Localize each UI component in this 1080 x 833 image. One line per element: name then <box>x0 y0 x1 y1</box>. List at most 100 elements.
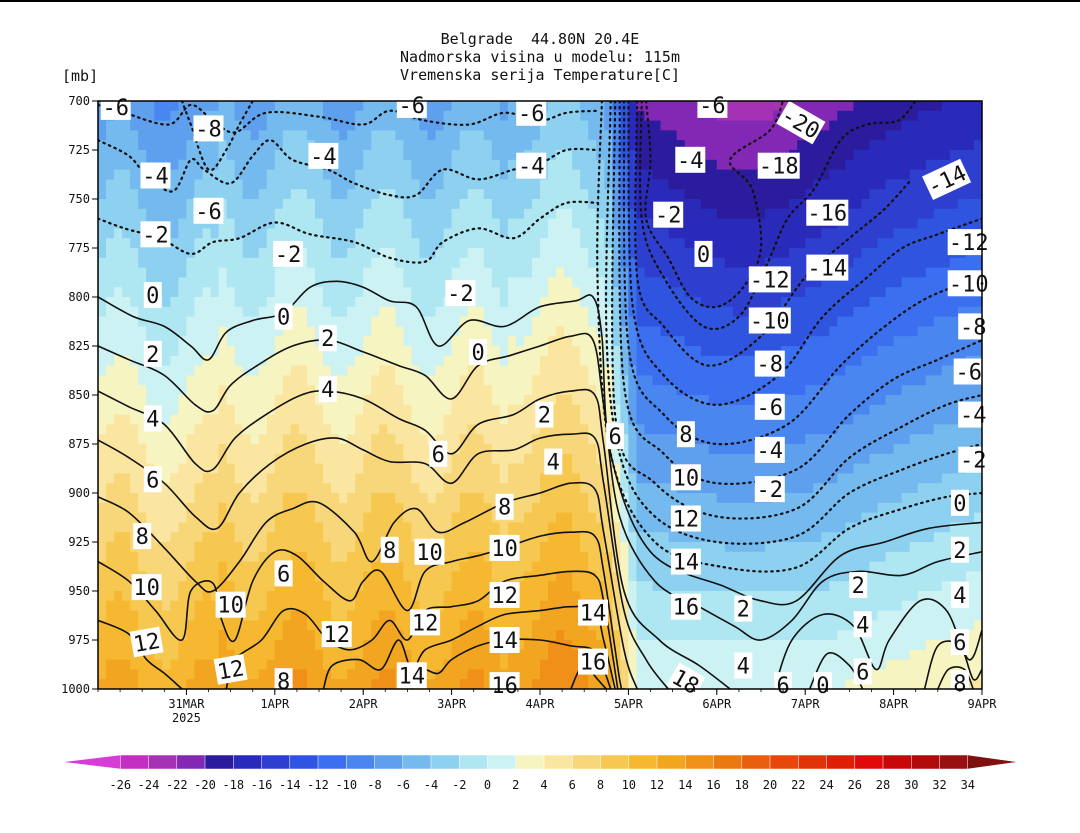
temperature-cell <box>106 150 115 161</box>
temperature-cell <box>427 404 437 416</box>
temperature-cell <box>676 630 686 641</box>
temperature-cell <box>708 130 718 141</box>
temperature-cell <box>387 306 396 318</box>
temperature-cell <box>274 346 284 357</box>
temperature-cell <box>323 659 332 670</box>
temperature-cell <box>411 306 421 318</box>
temperature-cell <box>154 561 163 572</box>
temperature-cell <box>250 630 260 641</box>
temperature-cell <box>748 434 758 445</box>
temperature-cell <box>306 473 316 484</box>
temperature-cell <box>114 542 123 553</box>
temperature-cell <box>556 199 565 210</box>
temperature-cell <box>507 316 517 327</box>
temperature-cell <box>314 600 324 612</box>
temperature-cell <box>531 326 541 337</box>
temperature-cell <box>210 522 220 533</box>
temperature-cell <box>580 267 589 278</box>
temperature-cell <box>564 169 573 180</box>
temperature-cell <box>347 101 356 112</box>
temperature-cell <box>644 110 654 122</box>
temperature-cell <box>459 365 469 376</box>
temperature-cell <box>612 140 621 151</box>
temperature-cell <box>114 238 123 249</box>
temperature-cell <box>403 228 413 239</box>
temperature-cell <box>379 561 388 572</box>
temperature-cell <box>379 150 388 161</box>
temperature-cell <box>403 620 413 631</box>
temperature-cell <box>178 355 187 367</box>
temperature-cell <box>556 591 565 602</box>
temperature-cell <box>684 110 694 122</box>
temperature-cell <box>274 287 284 298</box>
temperature-cell <box>162 502 171 514</box>
temperature-cell <box>154 365 163 376</box>
temperature-cell <box>339 542 348 553</box>
temperature-cell <box>194 600 204 612</box>
temperature-cell <box>604 306 613 318</box>
temperature-cell <box>700 620 710 631</box>
temperature-cell <box>371 483 380 494</box>
temperature-cell <box>242 199 252 210</box>
temperature-cell <box>740 551 750 563</box>
temperature-cell <box>451 140 461 151</box>
temperature-cell <box>652 493 662 504</box>
temperature-cell <box>588 169 597 180</box>
temperature-cell <box>379 679 388 689</box>
temperature-cell <box>363 159 372 171</box>
temperature-cell <box>395 532 404 543</box>
temperature-cell <box>732 208 742 220</box>
temperature-cell <box>242 336 252 347</box>
temperature-cell <box>459 434 469 445</box>
temperature-cell <box>138 277 147 288</box>
temperature-cell <box>314 551 324 563</box>
temperature-cell <box>387 630 396 641</box>
temperature-cell <box>282 444 292 455</box>
temperature-cell <box>652 542 662 553</box>
temperature-cell <box>443 159 453 171</box>
temperature-cell <box>234 502 244 514</box>
temperature-cell <box>684 169 694 180</box>
temperature-cell <box>170 130 179 141</box>
temperature-cell <box>748 248 758 259</box>
temperature-cell <box>282 493 292 504</box>
temperature-cell <box>130 493 139 504</box>
temperature-cell <box>186 355 196 367</box>
temperature-cell <box>756 630 766 641</box>
temperature-cell <box>483 189 493 200</box>
temperature-cell <box>556 512 565 523</box>
temperature-cell <box>700 199 710 210</box>
temperature-cell <box>234 571 244 582</box>
temperature-cell <box>427 571 437 582</box>
temperature-cell <box>170 208 179 220</box>
temperature-cell <box>588 424 597 435</box>
temperature-cell <box>612 551 621 563</box>
temperature-cell <box>331 130 340 141</box>
temperature-cell <box>668 453 678 465</box>
temperature-cell <box>644 640 654 651</box>
temperature-cell <box>756 297 766 308</box>
temperature-cell <box>355 336 364 347</box>
temperature-cell <box>483 424 493 435</box>
temperature-cell <box>435 257 445 269</box>
temperature-cell <box>403 610 413 621</box>
temperature-cell <box>371 228 380 239</box>
temperature-cell <box>371 218 380 229</box>
temperature-cell <box>290 669 300 680</box>
temperature-cell <box>98 424 107 435</box>
temperature-cell <box>218 159 228 171</box>
temperature-cell <box>314 473 324 484</box>
temperature-cell <box>740 581 750 592</box>
temperature-cell <box>660 434 670 445</box>
temperature-cell <box>676 248 686 259</box>
temperature-cell <box>692 179 702 190</box>
temperature-cell <box>226 336 236 347</box>
temperature-cell <box>178 150 187 161</box>
temperature-cell <box>387 571 396 582</box>
temperature-cell <box>652 581 662 592</box>
temperature-cell <box>306 453 316 465</box>
temperature-cell <box>242 306 252 318</box>
temperature-cell <box>572 326 581 337</box>
temperature-cell <box>146 199 155 210</box>
temperature-cell <box>572 159 581 171</box>
